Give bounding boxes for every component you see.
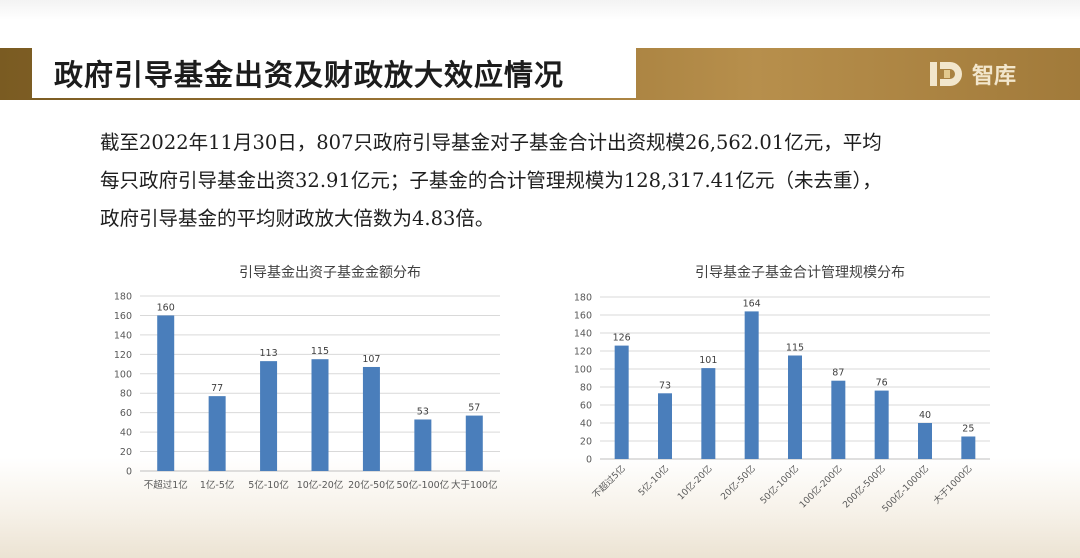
chart2-data-label: 164 — [743, 298, 761, 309]
chart2-bar — [788, 355, 802, 459]
logo-text: 智库 — [972, 64, 1017, 89]
chart2-xtick-label: 200亿-500亿 — [840, 463, 888, 511]
chart1-ytick-label: 180 — [114, 292, 132, 303]
chart1-ytick-label: 40 — [120, 428, 132, 439]
chart2-svg: 0 20 40 60 80 100 120 140 160 180 126 不超过5亿 73 5亿-10亿… — [574, 293, 990, 514]
chart2-xtick-label: 50亿-100亿 — [757, 463, 801, 507]
intro-line-1: 截至2022年11月30日，807只政府引导基金对子基金合计出资规模26,562… — [100, 131, 882, 154]
chart1-xtick-label: 20亿-50亿 — [348, 479, 395, 491]
chart2-data-label: 76 — [876, 378, 888, 389]
chart1-ytick-label: 80 — [120, 389, 132, 400]
chart2-xtick-label: 不超过5亿 — [590, 463, 628, 501]
chart2-data-label: 87 — [832, 368, 844, 379]
chart1-title: 引导基金出资子基金金额分布 — [239, 265, 421, 281]
chart2-ytick-label: 0 — [586, 455, 592, 466]
chart1-ytick-label: 160 — [114, 311, 132, 322]
chart1-data-label: 77 — [211, 383, 223, 394]
chart1-bar — [208, 396, 226, 471]
chart2-bar — [831, 380, 846, 459]
chart2-data-label: 40 — [919, 410, 931, 421]
chart2-ytick-label: 60 — [580, 401, 592, 412]
chart2-bar — [744, 311, 759, 459]
chart2-data-label: 126 — [613, 333, 631, 344]
chart2-bar — [918, 423, 932, 459]
chart2-bar — [874, 390, 889, 459]
chart1-xtick-label: 5亿-10亿 — [248, 479, 289, 491]
chart2-xtick-label: 5亿-10亿 — [635, 463, 671, 499]
chart2-ytick-label: 80 — [580, 383, 592, 394]
top-band — [0, 0, 1080, 20]
chart1-ytick-label: 100 — [114, 369, 132, 380]
intro-line-3: 政府引导基金的平均财政放大倍数为4.83倍。 — [100, 207, 495, 230]
chart1-xtick-label: 50亿-100亿 — [397, 479, 450, 491]
chart1-xtick-label: 1亿-5亿 — [200, 479, 235, 491]
intro-paragraph: 截至2022年11月30日，807只政府引导基金对子基金合计出资规模26,562… — [100, 124, 1020, 238]
title-box — [32, 48, 636, 98]
chart2-data-label: 115 — [786, 343, 804, 354]
chart1-data-label: 115 — [311, 346, 329, 357]
chart1-bar — [414, 419, 432, 471]
intro-line-2: 每只政府引导基金出资32.91亿元；子基金的合计管理规模为128,317.41亿… — [100, 169, 882, 192]
chart2-xtick-label: 大于1000亿 — [931, 463, 975, 507]
chart2-bar — [701, 368, 716, 459]
chart1-xtick-label: 10亿-20亿 — [297, 479, 344, 491]
chart2-ytick-label: 100 — [574, 365, 592, 376]
chart1-ytick-label: 0 — [126, 467, 132, 478]
chart1-ytick-label: 140 — [114, 330, 132, 341]
dp-logo-icon — [930, 62, 962, 86]
chart1-bar — [311, 359, 329, 471]
chart2-xtick-label: 100亿-200亿 — [797, 463, 845, 511]
logo: 智库 — [928, 56, 1016, 92]
chart1-data-label: 53 — [417, 406, 429, 417]
chart2-ytick-label: 160 — [574, 311, 592, 322]
chart2-title: 引导基金子基金合计管理规模分布 — [695, 265, 905, 281]
chart2-xtick-label: 10亿-20亿 — [675, 463, 715, 503]
chart1-ytick-label: 120 — [114, 350, 132, 361]
chart2-bar — [961, 436, 976, 459]
chart1-ytick-label: 20 — [120, 447, 132, 458]
chart2-ytick-label: 120 — [574, 347, 592, 358]
chart2-data-label: 73 — [659, 380, 671, 391]
chart1-bar — [465, 415, 483, 471]
chart1-svg: 0 20 40 60 80 100 120 140 160 180 160 不超过1亿 77 1亿-5亿 1… — [114, 292, 500, 491]
chart1-data-label: 160 — [157, 302, 175, 313]
chart1-xtick-label: 不超过1亿 — [144, 479, 188, 491]
chart1-data-label: 57 — [468, 403, 480, 414]
chart2-data-label: 25 — [962, 424, 974, 435]
chart1-bar — [157, 315, 175, 471]
chart2-bar — [614, 345, 629, 459]
chart1-xtick-label: 大于100亿 — [451, 479, 498, 491]
chart2-xtick-label: 20亿-50亿 — [718, 463, 758, 503]
chart2-data-label: 101 — [699, 355, 717, 366]
chart1-data-label: 107 — [362, 354, 380, 365]
chart1-ytick-label: 60 — [120, 408, 132, 419]
page-title: 政府引导基金出资及财政放大效应情况 — [54, 58, 565, 92]
chart1-bar — [362, 366, 380, 471]
chart2-ytick-label: 140 — [574, 329, 592, 340]
chart1-bar — [260, 361, 278, 471]
chart2-ytick-label: 180 — [574, 293, 592, 304]
chart2-bar — [658, 393, 672, 459]
chart2-ytick-label: 40 — [580, 419, 592, 430]
chart2-ytick-label: 20 — [580, 437, 592, 448]
chart1-data-label: 113 — [260, 348, 278, 359]
